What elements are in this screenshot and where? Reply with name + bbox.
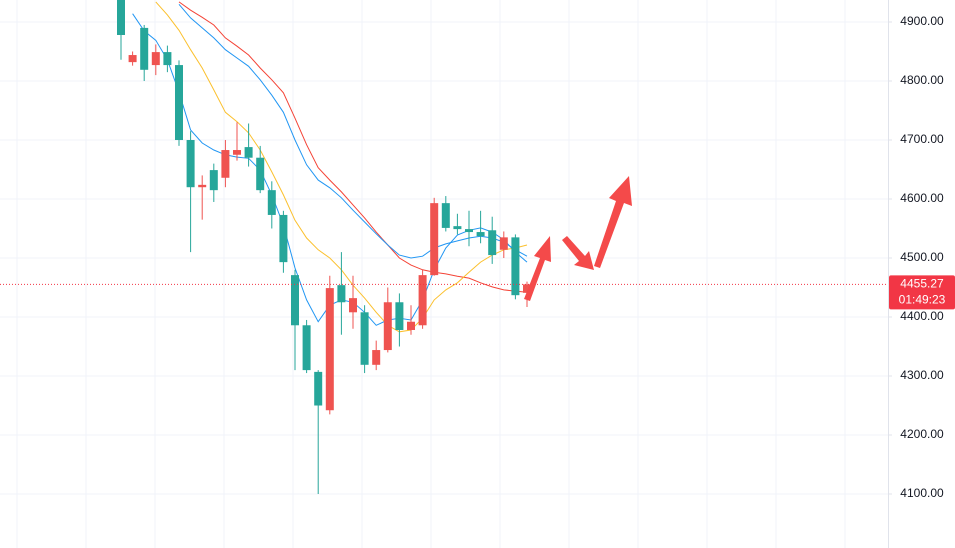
y-tick-label: 4900.00: [900, 14, 944, 28]
candle-body: [291, 275, 299, 326]
y-tick-label: 4200.00: [900, 427, 944, 441]
candle-body: [279, 214, 288, 263]
candle-body: [395, 302, 404, 330]
candle-body: [360, 312, 369, 365]
y-tick-label: 4100.00: [900, 486, 944, 500]
candle-body: [221, 150, 230, 178]
candle-body: [325, 288, 334, 411]
y-tick-label: 4400.00: [900, 309, 944, 323]
candle-body: [453, 226, 462, 230]
y-tick-label: 4300.00: [900, 368, 944, 382]
arrow-up: [524, 236, 551, 301]
y-tick-label: 4500.00: [900, 250, 944, 264]
annotation-arrows: [524, 176, 632, 301]
last-price-box: [889, 275, 955, 310]
candle-body: [302, 325, 311, 371]
candle-body: [198, 184, 207, 188]
candle-body: [267, 190, 276, 215]
countdown-label: 01:49:23: [899, 293, 946, 307]
candle-body: [209, 170, 218, 191]
ma-line: [178, 1, 528, 293]
grid: [0, 0, 888, 548]
y-tick-label: 4600.00: [900, 191, 944, 205]
candle-body: [511, 237, 520, 296]
candle-body: [244, 147, 253, 158]
candle-body: [523, 284, 531, 293]
arrow-down: [562, 236, 594, 270]
candle-body: [233, 150, 241, 155]
candle-body: [441, 203, 450, 228]
candle-body: [430, 203, 439, 276]
candle-body: [349, 298, 357, 313]
candle-body: [407, 321, 415, 330]
candle-body: [465, 229, 473, 233]
plot-area: [0, 0, 888, 495]
candle-body: [314, 371, 323, 406]
arrow-up-large: [594, 176, 632, 268]
candle-body: [163, 52, 172, 66]
candle-body: [499, 237, 508, 250]
y-tick-label: 4800.00: [900, 73, 944, 87]
candle-body: [383, 302, 392, 351]
candle-body: [476, 232, 485, 237]
y-tick-label: 4700.00: [900, 132, 944, 146]
candle-body: [151, 52, 160, 66]
candle-body: [128, 55, 137, 63]
candle-body: [488, 230, 497, 256]
last-price-label: 4455.27: [900, 277, 944, 291]
candle-body: [418, 275, 427, 326]
candle-body: [186, 140, 195, 188]
candle-body: [337, 285, 346, 303]
candle-body: [140, 27, 149, 70]
candle-body: [117, 0, 125, 35]
candle-body: [256, 157, 265, 191]
candle-body: [175, 65, 183, 141]
y-axis: 4100.00 4200.00 4300.00 4400.00 4500.00 4600.…: [888, 14, 955, 500]
candle-body: [372, 350, 381, 365]
